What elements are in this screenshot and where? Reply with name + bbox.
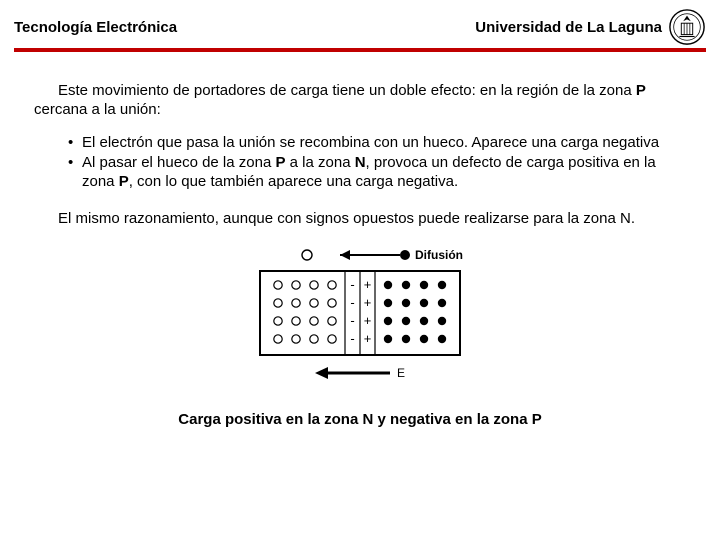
- bold-p: P: [119, 173, 129, 190]
- second-paragraph: El mismo razonamiento, aunque con signos…: [34, 210, 686, 229]
- svg-text:+: +: [364, 313, 372, 328]
- list-item: El electrón que pasa la unión se recombi…: [68, 134, 686, 153]
- svg-text:-: -: [350, 313, 354, 328]
- slide-header: Tecnología Electrónica Universidad de La…: [0, 0, 720, 46]
- text-span: cercana a la unión:: [34, 101, 161, 118]
- svg-text:-: -: [350, 295, 354, 310]
- difusion-label: Difusión: [415, 248, 463, 262]
- efield-label: E: [397, 366, 405, 380]
- svg-text:+: +: [364, 277, 372, 292]
- bold-p: P: [275, 154, 285, 171]
- intro-paragraph: Este movimiento de portadores de carga t…: [34, 82, 686, 120]
- bullet-text: a la zona: [285, 154, 354, 171]
- university-block: Universidad de La Laguna: [475, 8, 706, 46]
- diagram-region: Difusión - - -: [34, 243, 686, 430]
- university-seal-icon: [668, 8, 706, 46]
- text-span: Este movimiento de portadores de carga t…: [58, 82, 636, 99]
- bullet-text: , con lo que también aparece una carga n…: [129, 173, 458, 190]
- bullet-text: El electrón que pasa la unión se recombi…: [82, 134, 659, 151]
- svg-text:-: -: [350, 331, 354, 346]
- bullet-text: Al pasar el hueco de la zona: [82, 154, 275, 171]
- junction-diagram: Difusión - - -: [200, 243, 520, 393]
- bold-n: N: [355, 154, 366, 171]
- university-name: Universidad de La Laguna: [475, 19, 662, 36]
- svg-text:+: +: [364, 331, 372, 346]
- bold-p: P: [636, 82, 646, 99]
- course-title: Tecnología Electrónica: [14, 19, 177, 36]
- svg-text:-: -: [350, 277, 354, 292]
- svg-text:+: +: [364, 295, 372, 310]
- list-item: Al pasar el hueco de la zona P a la zona…: [68, 154, 686, 192]
- bullet-list: El electrón que pasa la unión se recombi…: [68, 134, 686, 192]
- slide-content: Este movimiento de portadores de carga t…: [0, 52, 720, 429]
- diagram-caption: Carga positiva en la zona N y negativa e…: [178, 411, 541, 430]
